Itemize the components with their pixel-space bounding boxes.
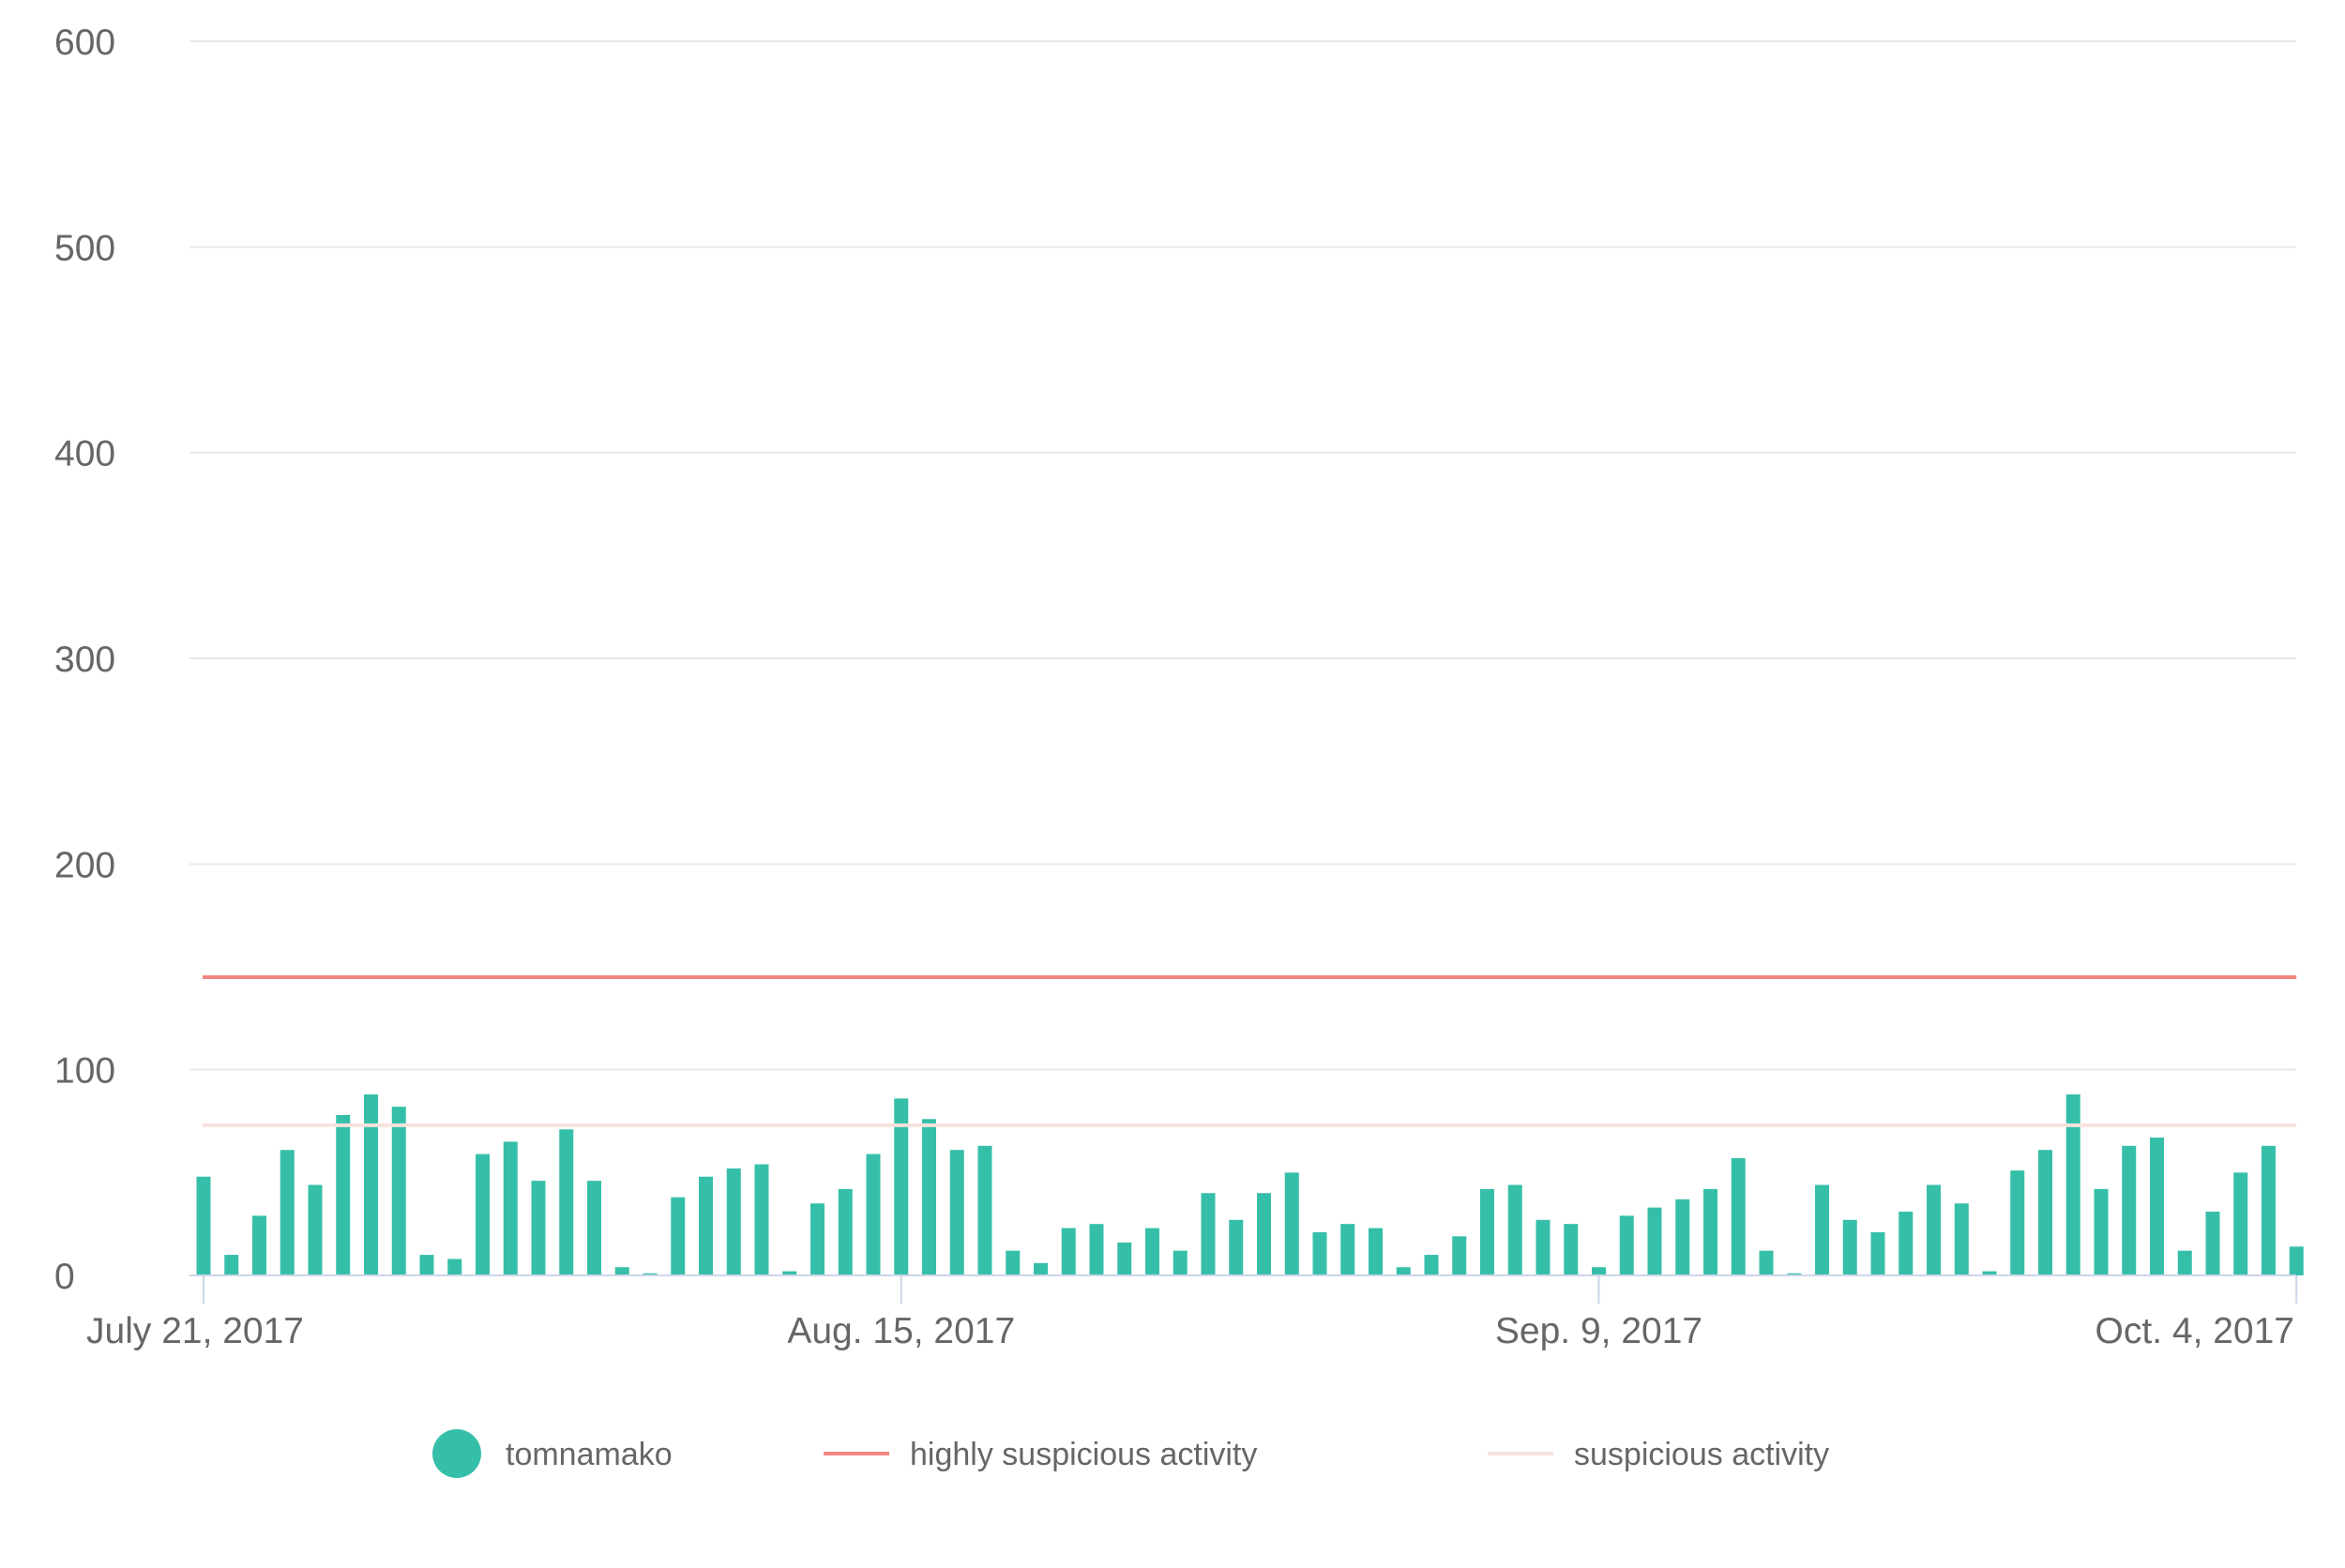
bar (754, 1164, 769, 1275)
bar (1536, 1219, 1551, 1275)
bar (2038, 1150, 2052, 1275)
bar (1731, 1157, 1746, 1275)
bar (866, 1153, 881, 1275)
grid-layer (189, 40, 2296, 1071)
x-tick-label: July 21, 2017 (86, 1311, 304, 1351)
bar (2010, 1170, 2025, 1275)
bar (949, 1150, 964, 1275)
bar (1787, 1273, 1802, 1275)
bar (280, 1150, 295, 1275)
bar (1647, 1207, 1662, 1275)
bar (224, 1255, 239, 1275)
legend-label: suspicious activity (1574, 1437, 1829, 1472)
bar (503, 1141, 518, 1275)
bar (364, 1093, 378, 1275)
bar (2205, 1212, 2220, 1275)
bar (391, 1107, 406, 1275)
bar (1927, 1184, 1941, 1275)
bar (614, 1267, 629, 1275)
legend: tomnamako highly suspicious activity suspi… (432, 1429, 1829, 1478)
axis-layer: 0 100 200 300 400 500 600 July 21, 2017 Aug. 15,… (54, 23, 2298, 1351)
x-tick-label: Oct. 4, 2017 (2095, 1311, 2294, 1351)
bar (1452, 1236, 1467, 1275)
bar (922, 1119, 936, 1275)
bar (1201, 1193, 1216, 1275)
bar (196, 1176, 211, 1275)
bar (419, 1255, 434, 1275)
bar (726, 1168, 741, 1275)
bar (1480, 1188, 1494, 1275)
bar (2289, 1246, 2304, 1275)
bar (2233, 1172, 2248, 1275)
bar (1899, 1212, 1914, 1275)
bar (1312, 1231, 1327, 1275)
y-tick-label: 0 (54, 1257, 75, 1297)
bar (1089, 1224, 1104, 1275)
bar (1507, 1184, 1522, 1275)
y-tick-label: 400 (54, 434, 115, 475)
bar (2094, 1188, 2109, 1275)
bar (1369, 1228, 1383, 1275)
bar (587, 1181, 601, 1275)
bar (643, 1273, 658, 1275)
y-tick-label: 600 (54, 23, 115, 63)
y-tick-label: 100 (54, 1051, 115, 1092)
bar (447, 1259, 462, 1275)
legend-swatch-bar (432, 1429, 481, 1478)
bar (1117, 1242, 1132, 1275)
y-tick-label: 300 (54, 640, 115, 680)
legend-label: tomnamako (506, 1437, 673, 1472)
y-tick-label: 200 (54, 845, 115, 885)
bar (2065, 1093, 2080, 1275)
bar (1172, 1250, 1188, 1275)
bar (1564, 1224, 1579, 1275)
bar-layer (196, 1093, 2304, 1275)
bar (1284, 1172, 1299, 1275)
bar (1815, 1184, 1829, 1275)
bar (1842, 1219, 1857, 1275)
bar (838, 1188, 853, 1275)
x-tick-label: Aug. 15, 2017 (787, 1311, 1015, 1351)
bar (1982, 1271, 1997, 1275)
bar (559, 1129, 574, 1275)
bar (2150, 1138, 2164, 1275)
bar (336, 1114, 351, 1275)
bar (894, 1098, 909, 1275)
bar (2122, 1145, 2137, 1275)
bar (1257, 1193, 1271, 1275)
bar (671, 1197, 686, 1275)
bar (1061, 1228, 1076, 1275)
bar (2262, 1145, 2276, 1275)
bar (1006, 1250, 1021, 1275)
bar (476, 1153, 490, 1275)
bar (1145, 1228, 1159, 1275)
bar (1592, 1267, 1606, 1275)
y-tick-label: 500 (54, 228, 115, 268)
bar (2177, 1250, 2192, 1275)
bar (1619, 1215, 1634, 1275)
bar (1034, 1262, 1048, 1275)
bar (252, 1215, 266, 1275)
bar (699, 1176, 713, 1275)
bar (782, 1271, 797, 1275)
bar (1703, 1188, 1717, 1275)
bar (977, 1145, 992, 1275)
bar (1870, 1231, 1885, 1275)
bar (308, 1184, 323, 1275)
bar (1229, 1219, 1244, 1275)
bar (1424, 1255, 1439, 1275)
bar (531, 1181, 546, 1275)
bar (1675, 1199, 1690, 1275)
bar (810, 1203, 825, 1275)
bar (1954, 1203, 1969, 1275)
threshold-layer (203, 974, 2297, 1127)
legend-label: highly suspicious activity (910, 1437, 1257, 1472)
bar (1396, 1267, 1411, 1275)
bar (1759, 1250, 1774, 1275)
bar (1340, 1224, 1355, 1275)
x-tick-label: Sep. 9, 2017 (1495, 1311, 1702, 1351)
